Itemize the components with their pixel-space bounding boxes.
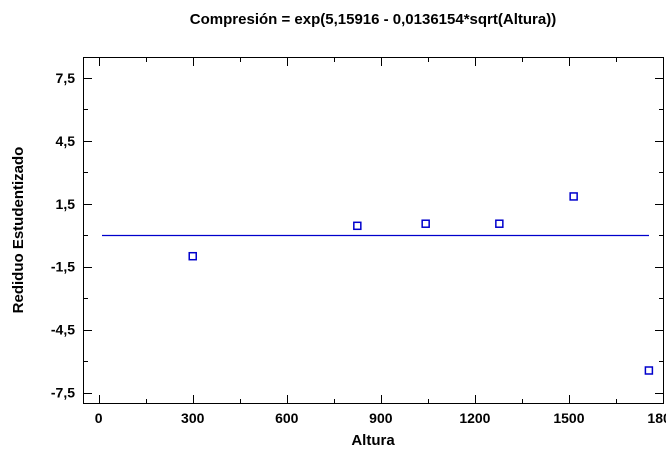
x-tick-label: 0 xyxy=(95,410,103,426)
y-tick-label: -7,5 xyxy=(51,385,75,401)
y-tick-label: -1,5 xyxy=(51,259,75,275)
data-point xyxy=(421,219,430,228)
x-tick-label: 1800 xyxy=(647,410,666,426)
y-axis-label: Rediduo Estudentizado xyxy=(10,147,27,314)
x-tick-label: 1200 xyxy=(459,410,490,426)
x-tick-label: 300 xyxy=(181,410,205,426)
x-tick-label: 900 xyxy=(369,410,393,426)
chart-title: Compresión = exp(5,15916 - 0,0136154*sqr… xyxy=(190,11,556,28)
data-point xyxy=(495,219,504,228)
plot-area xyxy=(83,57,664,404)
data-points xyxy=(188,192,654,375)
x-tick-labels: 0 300 600 900 1200 1500 1800 xyxy=(95,410,666,426)
y-tick-label: 4,5 xyxy=(56,133,76,149)
x-tick-label: 1500 xyxy=(553,410,584,426)
y-tick-label: -4,5 xyxy=(51,322,75,338)
data-point xyxy=(188,251,197,261)
data-point xyxy=(644,366,654,375)
y-tick-labels: 7,5 4,5 1,5 -1,5 -4,5 -7,5 xyxy=(51,70,75,401)
x-axis-label: Altura xyxy=(351,432,395,449)
y-tick-label: 7,5 xyxy=(56,70,76,86)
data-point xyxy=(353,221,362,231)
y-tick-label: 1,5 xyxy=(56,196,76,212)
axis-ticks xyxy=(84,58,664,403)
x-tick-label: 600 xyxy=(275,410,299,426)
data-point xyxy=(569,192,578,201)
